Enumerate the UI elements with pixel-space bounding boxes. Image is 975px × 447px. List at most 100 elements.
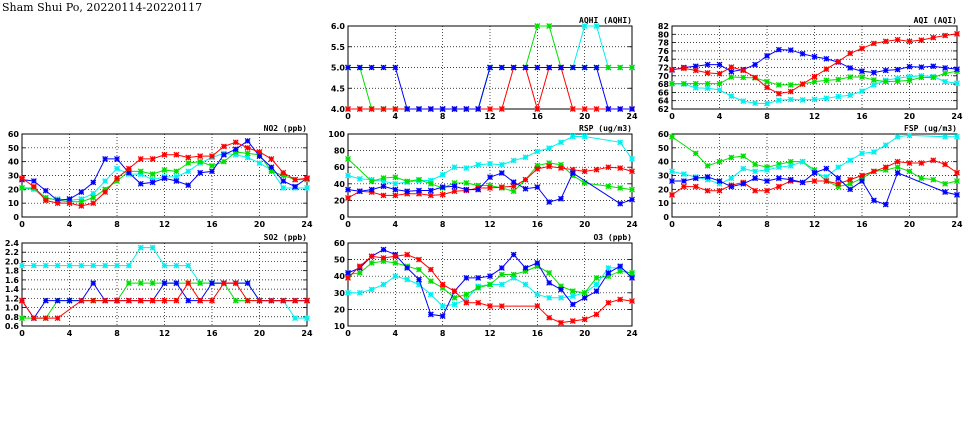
data-point — [463, 106, 470, 112]
data-point — [439, 191, 446, 198]
data-point — [534, 106, 541, 112]
data-point — [558, 286, 564, 293]
data-point — [906, 168, 913, 175]
data-point — [498, 264, 505, 271]
data-point — [463, 165, 470, 171]
data-point — [522, 176, 529, 183]
data-point — [605, 164, 612, 171]
data-point — [244, 144, 251, 151]
data-point — [581, 133, 588, 140]
data-point — [546, 23, 553, 29]
data-point — [66, 200, 73, 207]
data-point — [581, 23, 588, 29]
data-point — [764, 178, 770, 184]
y-tick-label: 80 — [658, 30, 670, 39]
data-point — [680, 65, 687, 72]
data-point — [954, 191, 960, 198]
data-point — [593, 166, 600, 173]
x-tick-label: 12 — [484, 329, 495, 338]
data-point — [197, 297, 204, 304]
data-point — [823, 66, 830, 73]
data-point — [498, 271, 505, 278]
data-point — [161, 175, 168, 182]
series-cyan — [669, 132, 960, 187]
y-tick-label: 60 — [658, 130, 670, 139]
data-point — [728, 74, 735, 81]
data-point — [451, 106, 458, 112]
data-point — [451, 301, 458, 308]
data-point — [498, 64, 505, 71]
x-tick-label: 12 — [159, 329, 170, 338]
data-point — [918, 160, 925, 167]
x-tick-label: 16 — [206, 220, 218, 229]
data-point — [185, 297, 192, 304]
data-point — [498, 106, 505, 112]
data-point — [629, 64, 635, 71]
data-point — [30, 178, 37, 184]
series-green — [345, 258, 635, 301]
data-point — [463, 180, 470, 186]
data-point — [427, 192, 434, 199]
data-point — [54, 315, 61, 322]
data-point — [345, 64, 351, 71]
chart-title: O3 (ppb) — [593, 233, 632, 242]
data-point — [593, 64, 600, 71]
data-point — [19, 297, 25, 304]
y-tick-label: 6.0 — [331, 22, 346, 31]
data-point — [475, 186, 482, 193]
data-point — [463, 274, 470, 281]
data-point — [345, 106, 351, 112]
data-point — [304, 175, 310, 182]
data-point — [605, 273, 612, 280]
data-point — [439, 313, 446, 319]
data-point — [799, 179, 806, 186]
data-point — [569, 166, 576, 173]
data-point — [859, 74, 865, 81]
data-point — [605, 106, 612, 112]
data-point — [775, 90, 782, 97]
data-point — [487, 106, 493, 112]
data-point — [42, 197, 49, 204]
data-point — [522, 64, 529, 71]
data-point — [439, 184, 446, 191]
data-point — [197, 169, 204, 176]
data-point — [345, 289, 351, 296]
data-point — [197, 153, 204, 160]
data-point — [102, 155, 109, 162]
y-tick-label: 20 — [658, 185, 670, 194]
data-point — [256, 297, 263, 304]
data-point — [546, 314, 553, 321]
data-point — [498, 170, 505, 176]
chart-title: NO2 (ppb) — [264, 124, 307, 133]
data-point — [380, 178, 387, 185]
data-point — [42, 315, 49, 322]
data-point — [740, 98, 747, 105]
data-point — [752, 61, 759, 68]
data-point — [954, 80, 960, 87]
data-point — [811, 169, 818, 176]
series-red — [669, 30, 960, 97]
data-point — [404, 188, 411, 195]
data-point — [522, 264, 529, 271]
data-point — [617, 184, 624, 191]
data-point — [173, 262, 180, 269]
data-point — [510, 271, 517, 278]
y-tick-label: 62 — [658, 105, 669, 114]
y-tick-label: 76 — [658, 47, 670, 56]
data-point — [185, 262, 192, 269]
data-point — [137, 280, 144, 287]
data-point — [439, 281, 446, 288]
data-point — [629, 196, 635, 203]
data-point — [416, 256, 422, 263]
data-point — [522, 154, 529, 161]
data-point — [19, 175, 25, 182]
data-point — [605, 183, 612, 190]
data-point — [42, 187, 49, 194]
data-point — [380, 175, 387, 181]
data-point — [704, 173, 711, 180]
data-point — [463, 296, 470, 303]
data-point — [799, 96, 806, 103]
data-point — [942, 133, 949, 140]
data-point — [416, 176, 422, 183]
